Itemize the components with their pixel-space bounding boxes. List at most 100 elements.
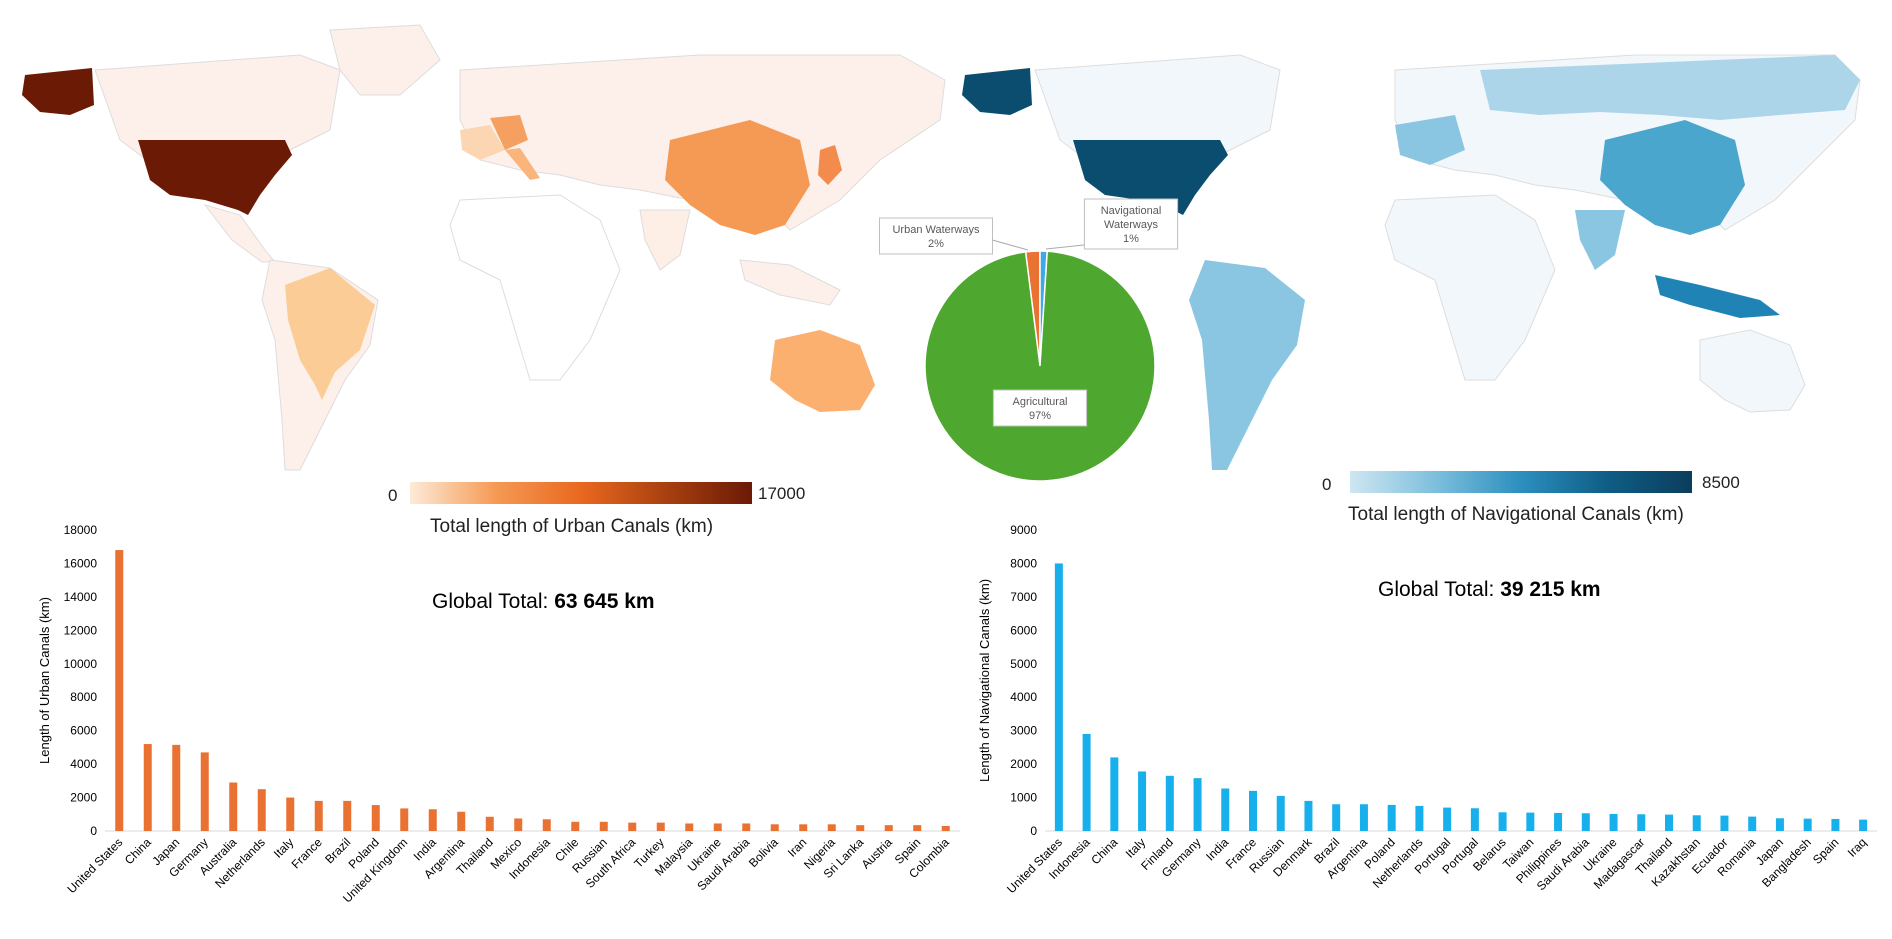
urban-bar	[856, 825, 865, 831]
map-alaska	[22, 68, 94, 115]
urban-bar	[571, 821, 580, 831]
map-brazil	[285, 268, 375, 400]
map-usa-2	[1073, 140, 1228, 215]
navigational-bar	[1443, 807, 1452, 831]
pie-label-navigational-waterways-text: 1%	[1123, 233, 1139, 245]
urban-ytick-label: 8000	[70, 690, 97, 704]
navigational-category-label: Iraq	[1845, 835, 1870, 860]
urban-bar	[229, 782, 238, 831]
urban-bar	[884, 825, 893, 831]
map-central-america	[203, 204, 277, 263]
pie-label-navigational-waterways-box	[1083, 198, 1179, 250]
map-australia	[770, 330, 875, 412]
map-russia-2	[1480, 55, 1860, 120]
urban-bar	[656, 822, 665, 831]
navigational-y-axis-label: Length of Navigational Canals (km)	[977, 579, 992, 782]
navigational-bar	[1581, 813, 1590, 831]
urban-ytick-label: 18000	[64, 523, 98, 537]
urban-ytick-label: 16000	[64, 556, 98, 570]
urban-global-total: Global Total: 63 645 km	[432, 590, 655, 613]
pie-label-agricultural-text: Agricultural	[1012, 396, 1067, 408]
navigational-bar	[1332, 804, 1341, 831]
urban-ytick-label: 12000	[64, 623, 98, 637]
navigational-ytick-label: 3000	[1010, 724, 1037, 738]
navigational-bar	[1249, 790, 1257, 831]
navigational-bar	[1609, 813, 1618, 831]
urban-canals-world-map	[22, 24, 946, 471]
navigational-ytick-label: 0	[1030, 824, 1037, 838]
map-usa	[138, 140, 292, 215]
pie-slice-agricultural	[924, 250, 1156, 482]
urban-bar	[941, 825, 950, 831]
urban-bar	[485, 816, 494, 831]
urban-ytick-label: 4000	[70, 757, 97, 771]
map-greenland	[329, 24, 441, 96]
navigational-bar	[1193, 778, 1202, 831]
urban-category-label: United States	[65, 835, 126, 896]
navigational-category-label: China	[1088, 835, 1120, 867]
navigational-ytick-label: 4000	[1010, 690, 1037, 704]
map-australia-2	[1699, 329, 1806, 413]
navigational-bar	[1831, 818, 1840, 831]
navigational-category-label: Spain	[1810, 835, 1842, 867]
urban-bar	[371, 805, 380, 831]
navigational-bar	[1110, 757, 1119, 831]
navigational-bar	[1221, 788, 1230, 831]
urban-category-label: Iran	[785, 835, 810, 860]
map-indonesia-2	[1655, 275, 1780, 318]
urban-colorbar-max: 17000	[758, 484, 806, 503]
urban-bar	[400, 808, 409, 831]
navigational-ytick-label: 8000	[1010, 556, 1037, 570]
urban-ytick-label: 2000	[70, 791, 97, 805]
navigational-colorbar-label: Total length of Navigational Canals (km)	[1348, 504, 1684, 525]
pie-label-agricultural-text: 97%	[1029, 410, 1051, 422]
urban-bar	[172, 744, 181, 831]
urban-bar	[457, 811, 466, 831]
navigational-global-total: Global Total: 39 215 km	[1378, 578, 1601, 601]
urban-ytick-label: 6000	[70, 724, 97, 738]
urban-bar	[799, 824, 808, 831]
navigational-bar	[1803, 818, 1812, 831]
navigational-bar	[1276, 795, 1285, 831]
urban-bar	[599, 821, 608, 831]
navigational-colorbar-min: 0	[1322, 475, 1332, 494]
pie-label-navigational-waterways-text: Navigational	[1101, 205, 1162, 217]
urban-colorbar-label: Total length of Urban Canals (km)	[430, 516, 714, 537]
map-germany	[490, 115, 528, 150]
navigational-colorbar-max: 8500	[1702, 473, 1740, 492]
map-alaska-2	[962, 68, 1032, 115]
urban-category-label: China	[122, 835, 154, 867]
map-europe-west	[460, 125, 505, 160]
navigational-canals-world-map	[962, 54, 1861, 470]
navigational-bar	[1775, 818, 1784, 831]
urban-category-label: Bolivia	[746, 835, 781, 870]
navigational-bar	[1470, 808, 1479, 831]
urban-y-axis-label: Length of Urban Canals (km)	[37, 597, 52, 764]
urban-bar	[343, 800, 352, 831]
map-china	[665, 120, 810, 235]
urban-bar	[685, 823, 694, 831]
map-italy	[505, 148, 540, 180]
urban-canals-bar-chart: 0 2000 4000 6000 8000 10000 12000 14000 16000 180…	[37, 523, 960, 906]
urban-bar	[115, 550, 124, 831]
urban-bar	[770, 824, 779, 831]
urban-ytick-label: 0	[90, 824, 97, 838]
pie-label-urban-waterways-box	[879, 217, 993, 255]
urban-ytick-label: 10000	[64, 657, 98, 671]
pie-label-urban-waterways-text: Urban Waterways	[892, 224, 980, 236]
navigational-bar	[1554, 812, 1563, 831]
urban-bar	[314, 800, 323, 831]
urban-bar	[713, 823, 722, 831]
urban-ytick-label: 14000	[64, 590, 98, 604]
map-europe-2	[1395, 115, 1465, 165]
urban-category-label: France	[289, 835, 326, 872]
map-africa	[449, 194, 621, 381]
navigational-bar	[1526, 812, 1535, 831]
navigational-bar	[1637, 814, 1646, 831]
navigational-bar	[1082, 734, 1091, 831]
navigational-ytick-label: 6000	[1010, 623, 1037, 637]
navigational-bar	[1720, 815, 1729, 831]
urban-colorbar-min: 0	[388, 486, 398, 505]
urban-category-label: Austria	[859, 835, 896, 872]
